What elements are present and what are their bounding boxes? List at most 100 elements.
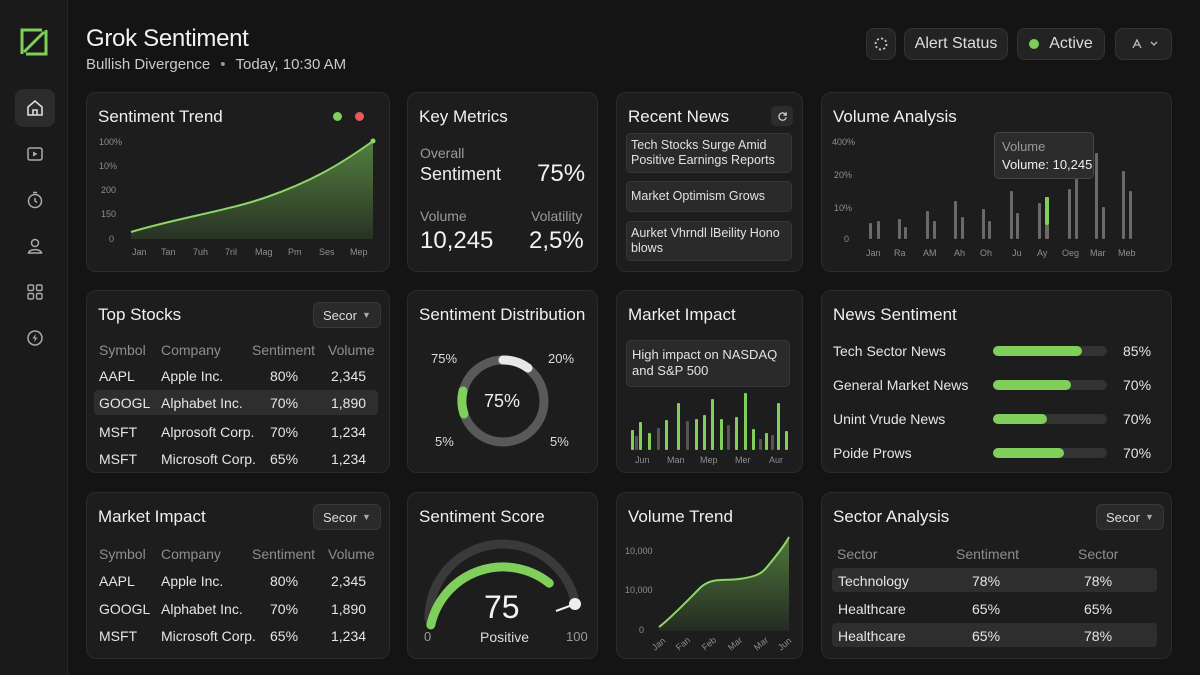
x-tick: AM — [923, 248, 937, 258]
table-cell: 65% — [972, 628, 1001, 644]
sector-select[interactable]: Secor ▼ — [313, 504, 381, 530]
table-cell: Alphabet Inc. — [161, 395, 243, 411]
page-subtitle: Bullish Divergence • Today, 10:30 AM — [86, 56, 347, 73]
chevron-down-icon: ▼ — [361, 310, 371, 320]
table-cell: Technology — [838, 573, 909, 589]
table-row[interactable] — [832, 568, 1157, 592]
y-tick: 0 — [109, 234, 114, 244]
card-title: Sector Analysis — [833, 507, 950, 526]
news-item[interactable]: Aurket Vhrndl lBeility Hono blows — [626, 221, 792, 261]
impact-bar — [648, 433, 651, 450]
x-tick: Mer — [735, 455, 751, 465]
x-tick: Ra — [894, 248, 906, 258]
donut-segment-green — [457, 386, 469, 419]
table-cell: 70% — [270, 601, 299, 617]
impact-bar — [711, 399, 714, 450]
x-tick: Oh — [980, 248, 992, 258]
spinner-icon — [874, 37, 888, 51]
news-sentiment-label: Poide Prows — [833, 445, 912, 461]
sentiment-bar-track — [993, 380, 1107, 390]
sector-select[interactable]: Secor ▼ — [1096, 504, 1164, 530]
sentiment-bar-track — [993, 414, 1107, 424]
top-stocks-card: Top Stocks Secor ▼ Symbol Company Sentime… — [86, 290, 390, 473]
card-title: Top Stocks — [98, 305, 182, 324]
sector-select[interactable]: Secor ▼ — [313, 302, 381, 328]
sentiment-distribution-card: Sentiment Distribution 75% 75% 20% 5% 5% — [407, 290, 598, 473]
clock-icon[interactable] — [15, 181, 55, 219]
user-icon[interactable] — [15, 227, 55, 265]
impact-bar — [777, 403, 780, 450]
status-badge[interactable]: Active — [1017, 28, 1105, 60]
x-tick: 7uh — [193, 247, 208, 257]
impact-bar — [695, 419, 698, 450]
sentiment-bar-track — [993, 346, 1107, 356]
alert-status-button[interactable]: Alert Status — [904, 28, 1008, 60]
grid-icon[interactable] — [15, 273, 55, 311]
table-cell: 70% — [270, 424, 299, 440]
table-cell: GOOGL — [99, 395, 151, 411]
table-cell: Alprosoft Corp. — [161, 424, 255, 440]
col-header: Symbol — [99, 342, 146, 358]
news-item[interactable]: Market Optimism Grows — [626, 181, 792, 212]
sector-select-value: Secor — [1106, 509, 1140, 525]
volume-bar — [1095, 153, 1098, 239]
x-tick: Oeg — [1062, 248, 1079, 258]
gauge-track — [424, 539, 580, 624]
table-cell: AAPL — [99, 573, 135, 589]
news-sentiment-value: 70% — [1123, 377, 1152, 393]
loading-button[interactable] — [866, 28, 896, 60]
x-tick: Man — [667, 455, 685, 465]
volume-bar — [898, 219, 901, 239]
table-cell: 70% — [270, 395, 299, 411]
impact-bar — [703, 415, 706, 450]
x-tick: Ju — [1012, 248, 1022, 258]
recent-news-card: Recent News Tech Stocks Surge Amid Posit… — [616, 92, 803, 272]
x-tick: 7ril — [225, 247, 237, 257]
volume-bar — [877, 221, 880, 239]
table-cell: 2,345 — [331, 368, 367, 384]
x-tick: Mep — [350, 247, 368, 257]
impact-bar-secondary — [727, 425, 730, 450]
play-icon[interactable] — [15, 135, 55, 173]
sentiment-bar-fill — [993, 448, 1064, 458]
y-tick: 10,000 — [625, 585, 653, 595]
table-cell: 1,234 — [331, 628, 367, 644]
tooltip-value: Volume: 10,245 — [1002, 157, 1093, 172]
volume-analysis-card: Volume Analysis 400% 20% 10% 0 — [821, 92, 1172, 272]
user-menu-button[interactable] — [1115, 28, 1172, 60]
volume-bar — [1045, 225, 1049, 239]
score-label: Positive — [480, 629, 530, 645]
table-cell: 65% — [972, 601, 1001, 617]
donut-center-value: 75% — [484, 391, 521, 411]
impact-bar-secondary — [759, 439, 762, 450]
refresh-button[interactable] — [771, 106, 793, 126]
score-gauge — [424, 539, 581, 630]
lightning-icon[interactable] — [15, 319, 55, 357]
table-row-selected[interactable] — [94, 390, 378, 415]
trend-line — [130, 140, 374, 233]
x-tick: Jan — [866, 248, 881, 258]
news-item[interactable]: Tech Stocks Surge Amid Positive Earnings… — [626, 133, 792, 173]
impact-bar — [665, 420, 668, 450]
overall-label: Overall — [420, 145, 465, 161]
home-icon[interactable] — [15, 89, 55, 127]
user-menu-icon — [1131, 38, 1157, 49]
volume-bar — [904, 227, 907, 239]
chevron-down-icon: ▼ — [1144, 512, 1154, 522]
sector-analysis-card: Sector Analysis Secor ▼ Sector Sentiment … — [821, 492, 1172, 659]
donut-label: 75% — [431, 351, 458, 366]
table-row[interactable] — [832, 623, 1157, 647]
grok-logo-icon[interactable] — [16, 24, 52, 60]
donut-label: 5% — [550, 434, 569, 449]
volume-line — [658, 536, 790, 628]
card-title: Recent News — [628, 107, 730, 126]
impact-bar-secondary — [657, 428, 660, 450]
news-sentiment-value: 70% — [1123, 411, 1152, 427]
x-tick: Mar — [726, 635, 744, 653]
table-cell: Alphabet Inc. — [161, 601, 243, 617]
volume-trend-card: Volume Trend 10,000 10,000 0 Jan Fan Feb… — [616, 492, 803, 659]
y-tick: 150 — [101, 209, 116, 219]
donut-chart — [457, 355, 549, 447]
table-cell: AAPL — [99, 368, 135, 384]
table-cell: Apple Inc. — [161, 573, 224, 589]
